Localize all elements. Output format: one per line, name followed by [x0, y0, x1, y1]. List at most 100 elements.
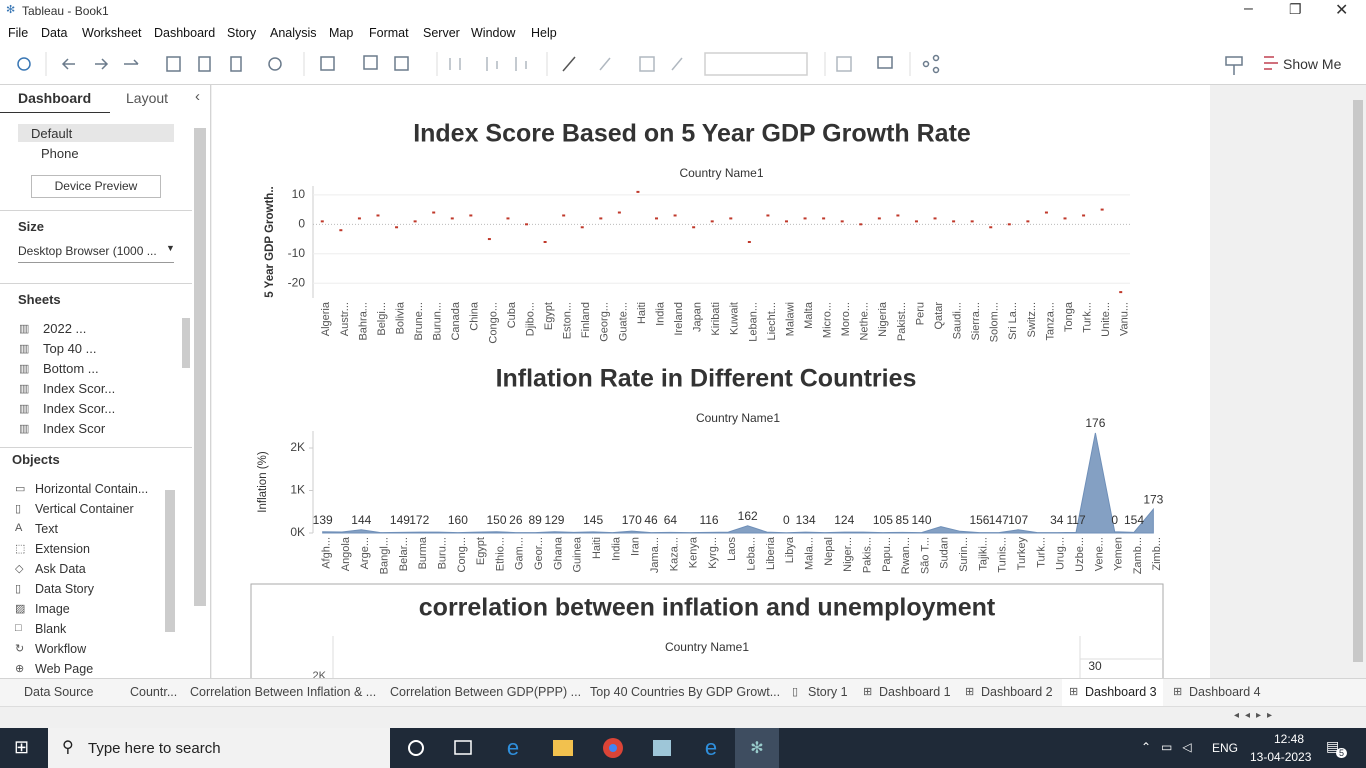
object-item[interactable]: Data Story [35, 582, 95, 596]
menu-item[interactable]: Data [41, 26, 68, 40]
sheet-item[interactable]: Bottom ... [43, 361, 99, 376]
point [803, 217, 807, 220]
x-tick-label: Georg... [599, 302, 611, 342]
data-label: 173 [1143, 492, 1163, 506]
data-label: 107 [1008, 513, 1028, 527]
svg-text:e: e [507, 735, 519, 760]
x-tick-label: Sudan [939, 537, 951, 569]
axis-label: 30 [1088, 659, 1102, 673]
collapse[interactable]: ‹ [195, 88, 200, 105]
object-item[interactable]: Web Page [35, 662, 94, 676]
minimize[interactable]: – [1244, 0, 1253, 17]
x-tick-label: Bahra... [357, 302, 369, 341]
data-label: 154 [1124, 513, 1144, 527]
clock-time[interactable]: 12:48 [1273, 732, 1305, 746]
x-tick-label: Micro... [822, 302, 834, 338]
search-box[interactable] [48, 728, 390, 768]
x-tick-label: Uzbe... [1074, 537, 1086, 572]
show-me[interactable]: Show Me [1283, 56, 1342, 72]
x-tick-label: Geor... [533, 537, 545, 570]
x-tick-label: Vanu... [1119, 302, 1131, 336]
device[interactable]: Phone [41, 146, 79, 161]
sheet-tab[interactable]: Dashboard 2 [981, 685, 1053, 699]
menu-item[interactable]: Map [329, 26, 354, 40]
y-axis-label: Inflation (%) [257, 451, 269, 513]
x-tick-label: Ghana [552, 536, 564, 570]
sheet-tab[interactable]: Story 1 [808, 685, 848, 699]
x-tick-label: Zamb... [1132, 537, 1144, 574]
object-item[interactable]: Vertical Container [35, 502, 134, 516]
sheet-item[interactable]: 2022 ... [43, 321, 87, 336]
x-tick-label: Leba... [746, 537, 758, 571]
sheet-item[interactable]: Index Scor [43, 421, 106, 436]
object-item[interactable]: Image [35, 602, 70, 616]
sheet-item[interactable]: Top 40 ... [43, 341, 97, 356]
search-placeholder[interactable]: Type here to search [88, 740, 221, 757]
tab-navigation[interactable]: ◂◂▸▸ [1234, 710, 1279, 721]
menu-item[interactable]: Server [423, 26, 460, 40]
menu-item[interactable]: Help [531, 26, 557, 40]
x-tick-label: São T... [919, 537, 931, 574]
sheet-tab[interactable]: Top 40 Countries By GDP Growt... [590, 685, 781, 699]
menu-item[interactable]: Story [227, 26, 257, 40]
menu-item[interactable]: Window [471, 26, 516, 40]
menu-item[interactable]: Analysis [270, 26, 317, 40]
menu-item[interactable]: File [8, 26, 29, 40]
tab[interactable]: Dashboard [18, 90, 92, 106]
dropdown-arrow[interactable]: ▼ [166, 243, 175, 253]
scrollbar[interactable] [194, 128, 206, 606]
x-tick-label: Haiti [636, 302, 648, 324]
data-label: 34 [1050, 513, 1064, 527]
notifications-icon[interactable]: ▤ [1326, 738, 1340, 754]
data-label: 145 [583, 513, 603, 527]
data-label: 147 [989, 513, 1009, 527]
start-button[interactable]: ⊞ [14, 737, 30, 757]
x-tick-label: Zimb... [1151, 537, 1163, 571]
sheet-tab[interactable]: Correlation Between Inflation & ... [190, 685, 377, 699]
menu-item[interactable]: Format [369, 26, 409, 40]
chart-title: correlation between inflation and unempl… [419, 594, 996, 622]
sheet-tab[interactable]: Data Source [24, 685, 94, 699]
clock-date[interactable]: 13-04-2023 [1250, 750, 1312, 764]
sheet-tab[interactable]: Countr... [130, 685, 178, 699]
x-tick-label: Egypt [543, 302, 555, 330]
device-preview-button[interactable]: Device Preview [31, 175, 161, 198]
sheet-tab[interactable]: Correlation Between GDP(PPP) ... [390, 685, 582, 699]
object-icon: ◇ [15, 563, 24, 575]
object-item[interactable]: Extension [35, 542, 90, 556]
menu-item[interactable]: Dashboard [154, 26, 216, 40]
data-label: 89 [528, 513, 542, 527]
sheet-icon: ▥ [19, 343, 30, 355]
tray-icons[interactable]: ⌃▭◁ [1141, 740, 1202, 754]
object-item[interactable]: Workflow [35, 642, 87, 656]
data-label: 0 [1111, 513, 1118, 527]
close[interactable]: ✕ [1335, 2, 1349, 19]
object-item[interactable]: Horizontal Contain... [35, 482, 149, 496]
maximize[interactable]: ❐ [1289, 1, 1302, 17]
x-tick-label: Belar... [398, 537, 410, 571]
scrollbar[interactable] [1353, 100, 1363, 662]
scrollbar[interactable] [165, 490, 175, 632]
point [655, 217, 659, 220]
sheet-tab[interactable]: Dashboard 4 [1189, 685, 1261, 699]
sheet-tab[interactable]: Dashboard 3 [1085, 685, 1157, 699]
size-dropdown[interactable]: Desktop Browser (1000 ... [18, 244, 157, 258]
language[interactable]: ENG [1212, 741, 1239, 755]
object-item[interactable]: Ask Data [35, 562, 86, 576]
x-tick-label: Arge... [359, 537, 371, 569]
device[interactable]: Default [31, 126, 73, 141]
x-tick-label: Peru [914, 302, 926, 325]
scrollbar[interactable] [182, 318, 190, 368]
object-item[interactable]: Text [35, 522, 58, 536]
point [617, 211, 621, 214]
tab[interactable]: Layout [126, 90, 169, 106]
x-tick-label: Nethe... [859, 302, 871, 341]
point [914, 220, 918, 223]
sheet-item[interactable]: Index Scor... [43, 401, 116, 416]
x-tick-label: Saudi... [952, 302, 964, 339]
sheet-item[interactable]: Index Scor... [43, 381, 116, 396]
x-tick-label: Afgh... [321, 537, 333, 569]
menu-item[interactable]: Worksheet [82, 26, 142, 40]
object-item[interactable]: Blank [35, 622, 67, 636]
sheet-tab[interactable]: Dashboard 1 [879, 685, 951, 699]
